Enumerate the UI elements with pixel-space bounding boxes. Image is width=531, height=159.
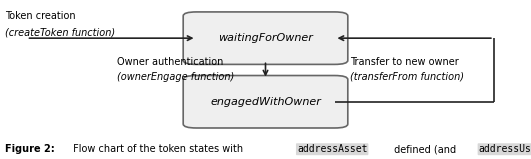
Text: (ownerEngage function): (ownerEngage function) — [117, 72, 234, 82]
Text: Figure 2:: Figure 2: — [5, 144, 55, 154]
Text: addressAsset: addressAsset — [297, 144, 367, 154]
FancyBboxPatch shape — [183, 76, 348, 128]
Text: Transfer to new owner: Transfer to new owner — [350, 57, 459, 67]
Text: engagedWithOwner: engagedWithOwner — [210, 97, 321, 107]
Text: addressUser: addressUser — [478, 144, 531, 154]
Text: (transferFrom function): (transferFrom function) — [350, 72, 465, 82]
Text: Owner authentication: Owner authentication — [117, 57, 223, 67]
FancyBboxPatch shape — [183, 12, 348, 64]
Text: waitingForOwner: waitingForOwner — [218, 33, 313, 43]
Text: defined (and: defined (and — [390, 144, 459, 154]
Text: Token creation: Token creation — [5, 11, 76, 21]
Text: (createToken function): (createToken function) — [5, 27, 115, 37]
Text: Flow chart of the token states with: Flow chart of the token states with — [70, 144, 246, 154]
